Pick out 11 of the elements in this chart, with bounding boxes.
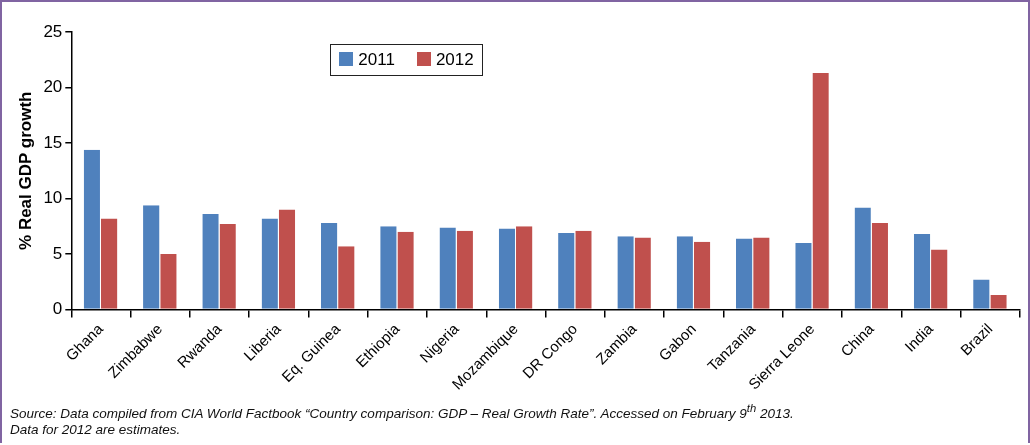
y-tick-label: 20: [43, 77, 63, 97]
text: Data for 2012 are estimates.: [10, 421, 182, 438]
y-tick-label: 5: [52, 243, 63, 263]
y-axis-title: % Real GDP growth: [15, 91, 35, 250]
y-tick-label: 10: [43, 188, 63, 208]
y-tick-label: 15: [43, 132, 63, 152]
legend-label: 2011: [358, 50, 395, 69]
source-note: Source: Data compiled from CIA World Factbook “Country comparison: GDP – Real Growth Rate”. Accessed on February 9$^{th}$ 2013.: [10, 401, 794, 422]
legend-label: 2012: [435, 50, 474, 69]
y-tick-label: 25: [43, 21, 63, 41]
y-tick-label: 0: [52, 299, 63, 319]
